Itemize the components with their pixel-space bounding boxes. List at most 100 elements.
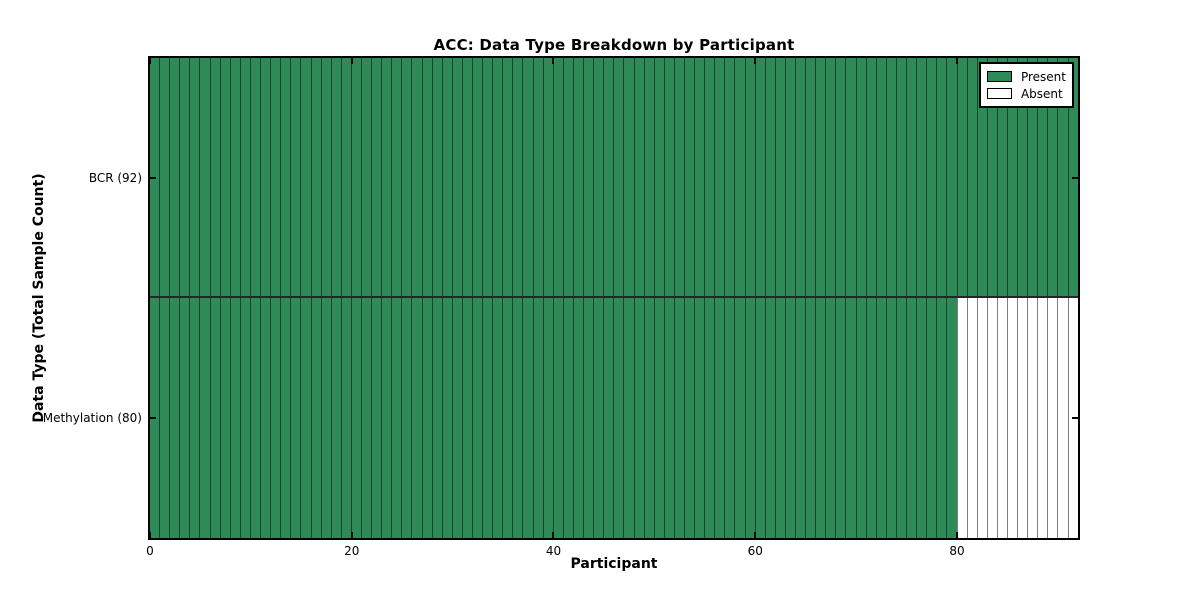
heatmap-cell-present — [885, 58, 896, 296]
heatmap-cell-present — [340, 298, 351, 538]
heatmap-cell-absent — [986, 298, 997, 538]
heatmap-cell-present — [623, 58, 634, 296]
heatmap-cell-present — [673, 298, 684, 538]
plot-area — [148, 56, 1080, 540]
legend-entry: Present — [986, 68, 1066, 85]
heatmap-cell-absent — [1006, 298, 1018, 538]
heatmap-cell-present — [714, 298, 725, 538]
heatmap-cell-present — [350, 58, 361, 296]
heatmap-cell-present — [774, 58, 785, 296]
heatmap-cell-present — [562, 298, 573, 538]
heatmap-cell-present — [179, 298, 190, 538]
x-tick-mark — [552, 532, 555, 538]
heatmap-cell-present — [239, 298, 250, 538]
x-tick-mark — [754, 532, 757, 538]
heatmap-cell-present — [966, 58, 977, 296]
heatmap-cell-present — [623, 298, 634, 538]
heatmap-cell-present — [290, 58, 301, 296]
heatmap-cell-present — [229, 298, 240, 538]
heatmap-cell-present — [260, 298, 271, 538]
x-tick-label: 0 — [146, 544, 154, 558]
heatmap-cell-present — [704, 298, 715, 538]
heatmap-row — [150, 58, 1078, 298]
heatmap-cell-present — [159, 58, 170, 296]
heatmap-cell-present — [522, 298, 533, 538]
heatmap-cell-present — [663, 298, 674, 538]
x-tick-mark — [350, 532, 353, 538]
heatmap-cell-present — [169, 58, 180, 296]
heatmap-cell-present — [492, 298, 503, 538]
heatmap-cell-present — [865, 298, 876, 538]
legend-swatch-present — [986, 71, 1012, 82]
heatmap-cell-present — [310, 298, 321, 538]
heatmap-cell-present — [1047, 58, 1058, 296]
heatmap-cell-absent — [996, 298, 1007, 538]
heatmap-cell-present — [411, 58, 422, 296]
heatmap-cell-present — [653, 298, 664, 538]
heatmap-cell-present — [875, 58, 886, 296]
heatmap-cell-present — [936, 298, 947, 538]
heatmap-cell-present — [784, 58, 795, 296]
heatmap-cell-present — [774, 298, 785, 538]
heatmap-cell-present — [472, 58, 483, 296]
heatmap-cell-present — [734, 58, 745, 296]
heatmap-cell-present — [189, 298, 200, 538]
heatmap-cell-present — [552, 298, 563, 538]
heatmap-cell-present — [381, 298, 392, 538]
y-tick-mark — [1072, 417, 1078, 419]
heatmap-cell-absent — [1017, 298, 1028, 538]
heatmap-cell-present — [270, 298, 281, 538]
heatmap-cell-present — [643, 298, 654, 538]
heatmap-cell-present — [694, 58, 705, 296]
heatmap-cell-present — [260, 58, 271, 296]
heatmap-cell-present — [976, 58, 987, 296]
heatmap-cell-present — [451, 298, 462, 538]
x-tick-mark — [552, 58, 555, 64]
legend: Present Absent — [978, 62, 1074, 108]
heatmap-cell-present — [441, 298, 452, 538]
heatmap-cell-present — [461, 298, 472, 538]
y-tick-label: BCR (92) — [88, 171, 142, 185]
heatmap-cell-present — [583, 58, 594, 296]
y-tick-label: Methylation (80) — [42, 411, 142, 425]
heatmap-cell-present — [683, 58, 695, 296]
heatmap-cell-present — [855, 58, 866, 296]
heatmap-cell-present — [512, 58, 523, 296]
heatmap-cell-present — [633, 298, 644, 538]
heatmap-cell-present — [956, 58, 967, 296]
heatmap-cell-present — [249, 58, 261, 296]
heatmap-cell-present — [1057, 58, 1068, 296]
heatmap-cell-present — [906, 58, 917, 296]
heatmap-cell-absent — [976, 298, 987, 538]
heatmap-cell-present — [603, 298, 614, 538]
heatmap-cell-present — [593, 58, 604, 296]
heatmap-cell-present — [229, 58, 240, 296]
heatmap-cell-present — [805, 298, 816, 538]
heatmap-cell-present — [946, 58, 957, 296]
heatmap-cell-present — [613, 298, 624, 538]
heatmap-cell-present — [1017, 58, 1028, 296]
heatmap-cell-present — [270, 58, 281, 296]
x-tick-label: 60 — [747, 544, 763, 558]
heatmap-cell-present — [583, 298, 594, 538]
heatmap-cell-present — [734, 298, 745, 538]
heatmap-cell-present — [1006, 58, 1018, 296]
x-tick-label: 20 — [344, 544, 360, 558]
heatmap-cell-absent — [1057, 298, 1068, 538]
heatmap-cell-present — [845, 298, 856, 538]
heatmap-cell-present — [199, 298, 210, 538]
heatmap-cell-present — [169, 298, 180, 538]
heatmap-cell-present — [744, 298, 755, 538]
heatmap-cell-present — [845, 58, 856, 296]
heatmap-cell-present — [986, 58, 997, 296]
heatmap-cell-present — [552, 58, 563, 296]
legend-entry: Absent — [986, 85, 1066, 102]
heatmap-cell-present — [855, 298, 866, 538]
heatmap-cell-present — [209, 298, 220, 538]
x-tick-mark — [754, 58, 757, 64]
heatmap-cell-present — [522, 58, 533, 296]
heatmap-cell-present — [391, 58, 402, 296]
y-tick-mark — [1072, 177, 1078, 179]
heatmap-cell-present — [502, 298, 513, 538]
